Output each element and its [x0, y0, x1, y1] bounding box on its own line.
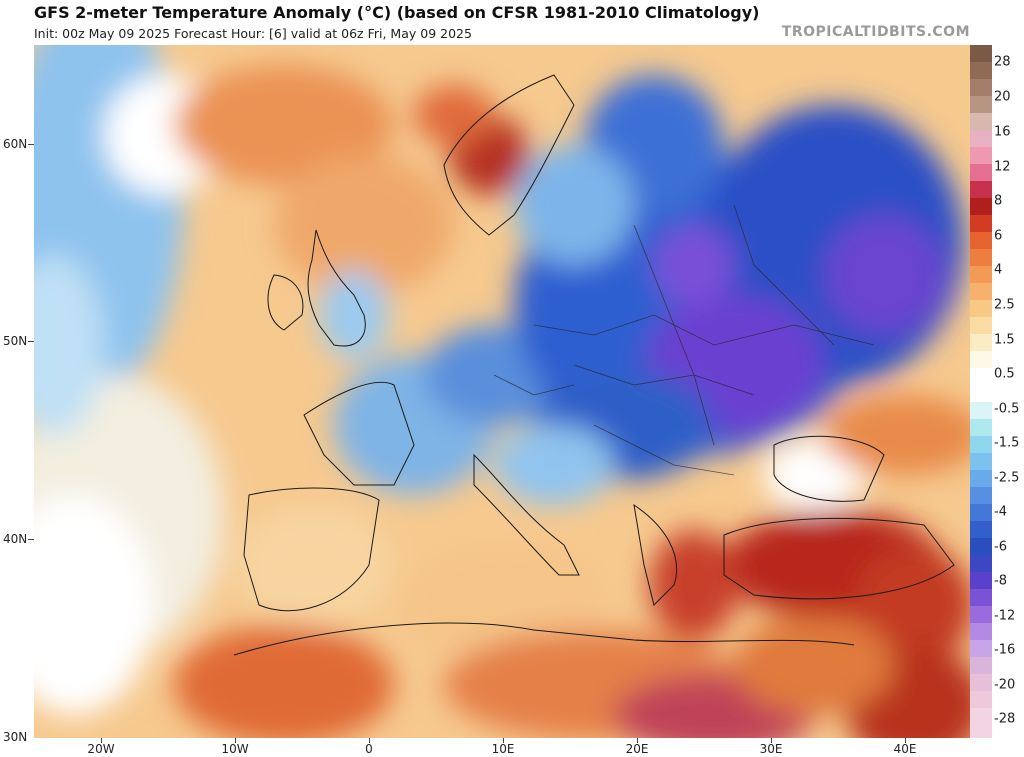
lon-tick: [101, 738, 102, 743]
lat-tick: [28, 539, 34, 540]
legend-label: -28: [994, 711, 1016, 727]
legend-label: 0.5: [994, 366, 1015, 382]
turkey-outline: [723, 517, 955, 600]
lat-label-60n: 60N: [3, 137, 28, 151]
anomaly-field: [34, 45, 970, 738]
legend-label: 12: [994, 159, 1011, 175]
legend-label: -2.5: [994, 470, 1020, 486]
legend-swatch: [970, 606, 992, 623]
legend-swatch: [970, 589, 992, 606]
legend-swatch: [970, 232, 992, 249]
lon-tick: [235, 738, 236, 743]
legend-swatch: [970, 113, 992, 130]
legend-label: -1.5: [994, 435, 1020, 451]
map-title: GFS 2-meter Temperature Anomaly (°C) (ba…: [34, 3, 760, 22]
legend-swatch: [970, 62, 992, 79]
legend-label: 6: [994, 228, 1003, 244]
greece-outline: [633, 503, 678, 606]
legend-swatch: [970, 623, 992, 640]
forecast-info: Init: 00z May 09 2025 Forecast Hour: [6]…: [34, 26, 472, 41]
legend-swatch: [970, 368, 992, 402]
legend-label: 28: [994, 54, 1011, 70]
legend-swatch: [970, 419, 992, 436]
lon-label-20w: 20W: [87, 742, 115, 756]
lat-label-50n: 50N: [3, 334, 28, 348]
legend-swatch: [970, 691, 992, 708]
scandinavia-outline: [443, 74, 575, 236]
legend-label: 20: [994, 89, 1011, 105]
legend-swatch: [970, 402, 992, 419]
legend-swatch: [970, 538, 992, 555]
iberia-outline: [243, 487, 380, 612]
legend-swatch: [970, 147, 992, 164]
lon-label-0: 0: [365, 742, 373, 756]
legend-swatch: [970, 640, 992, 657]
lat-label-30n: 30N: [3, 730, 28, 744]
legend-swatch: [970, 351, 992, 368]
lat-label-40n: 40N: [3, 532, 28, 546]
lon-label-10e: 10E: [491, 742, 515, 756]
black-sea-outline: [773, 435, 885, 502]
legend-swatch: [970, 674, 992, 691]
legend-swatch: [970, 453, 992, 470]
legend-label: -8: [994, 573, 1007, 589]
legend-swatch: [970, 555, 992, 572]
legend-swatch: [970, 45, 992, 62]
lon-tick: [905, 738, 906, 743]
lat-tick: [28, 341, 34, 342]
color-legend: [970, 45, 992, 738]
lon-tick: [771, 738, 772, 743]
legend-label: 8: [994, 193, 1003, 209]
legend-swatch: [970, 283, 992, 300]
legend-swatch: [970, 436, 992, 453]
legend-swatch: [970, 96, 992, 113]
legend-swatch: [970, 572, 992, 589]
legend-label: 16: [994, 124, 1011, 140]
ireland-outline: [267, 274, 304, 331]
lon-label-10w: 10W: [221, 742, 249, 756]
north-africa-coast: [233, 622, 855, 656]
coastlines: [233, 74, 955, 656]
legend-swatch: [970, 164, 992, 181]
brand-watermark: TROPICALTIDBITS.COM: [781, 24, 970, 40]
map-canvas: [34, 45, 970, 738]
legend-label: -20: [994, 677, 1016, 693]
legend-swatch: [970, 300, 992, 317]
legend-label: 2.5: [994, 297, 1015, 313]
lon-tick: [369, 738, 370, 743]
legend-label: -4: [994, 504, 1007, 520]
legend-swatch: [970, 708, 992, 738]
legend-label: -12: [994, 608, 1016, 624]
legend-label: -6: [994, 539, 1007, 555]
legend-swatch: [970, 657, 992, 674]
legend-swatch: [970, 215, 992, 232]
legend-swatch: [970, 249, 992, 266]
lon-label-20e: 20E: [625, 742, 649, 756]
lon-label-40e: 40E: [893, 742, 917, 756]
legend-swatch: [970, 79, 992, 96]
italy-outline: [473, 453, 580, 576]
legend-label: -0.5: [994, 401, 1020, 417]
legend-swatch: [970, 198, 992, 215]
legend-swatch: [970, 181, 992, 198]
temperature-anomaly-map: [34, 45, 970, 738]
country-borders: [493, 204, 875, 476]
legend-swatch: [970, 521, 992, 538]
legend-label: -16: [994, 642, 1016, 658]
legend-label: 4: [994, 262, 1003, 278]
legend-swatch: [970, 130, 992, 147]
lon-tick: [637, 738, 638, 743]
legend-swatch: [970, 317, 992, 334]
legend-swatch: [970, 266, 992, 283]
france-outline: [303, 381, 415, 486]
lon-label-30e: 30E: [759, 742, 783, 756]
legend-swatch: [970, 334, 992, 351]
great-britain-outline: [307, 229, 366, 347]
legend-swatch: [970, 470, 992, 487]
legend-swatch: [970, 487, 992, 504]
lat-tick: [28, 144, 34, 145]
lon-tick: [503, 738, 504, 743]
legend-label: 1.5: [994, 332, 1015, 348]
legend-swatch: [970, 504, 992, 521]
